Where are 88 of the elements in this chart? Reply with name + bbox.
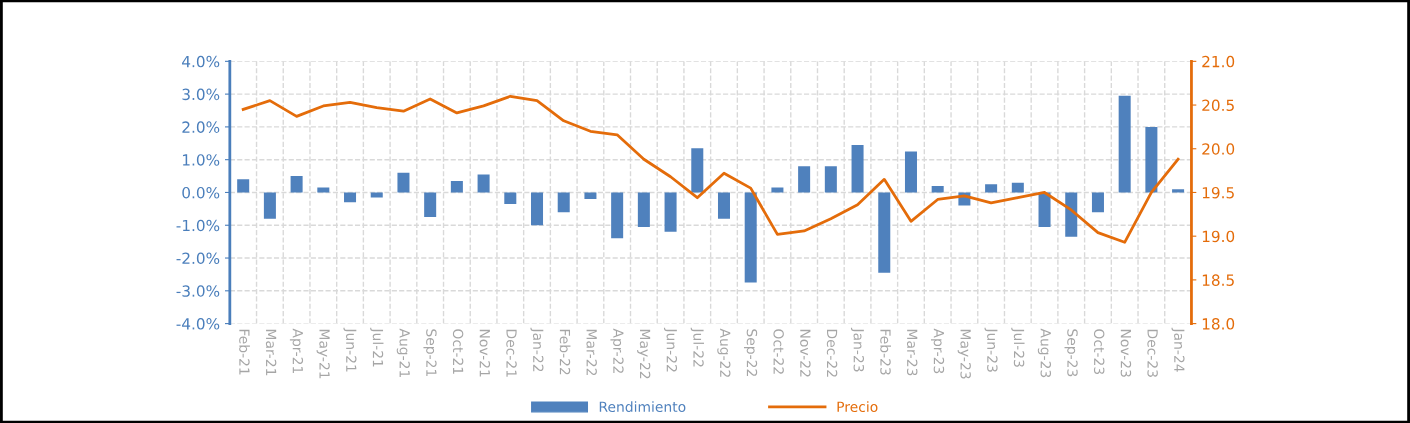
bar xyxy=(878,192,891,273)
bar xyxy=(263,192,276,219)
x-tick-label: Mar-21 xyxy=(265,329,277,376)
x-tick-label: Jun-23 xyxy=(984,327,998,372)
x-tick-label: Nov-21 xyxy=(479,329,491,377)
x-tick-label: Oct-22 xyxy=(773,329,784,374)
y2-tick-label: 20.0 xyxy=(1202,143,1235,155)
x-tick-label: Feb-23 xyxy=(880,329,891,375)
x-tick-label: Jul-23 xyxy=(1011,327,1025,367)
x-tick-label: Feb-21 xyxy=(239,329,250,375)
bar xyxy=(504,192,517,204)
y-tick-label: 4.0% xyxy=(182,55,220,68)
x-tick-label: Jul-22 xyxy=(690,327,705,367)
bar xyxy=(450,180,463,193)
bar xyxy=(985,184,998,193)
bar xyxy=(290,176,303,193)
bar xyxy=(557,192,570,213)
bar xyxy=(531,192,544,226)
y2-tick-label: 21.0 xyxy=(1202,55,1235,68)
x-tick-label: Dec-21 xyxy=(506,329,517,377)
x-tick-label: Mar-23 xyxy=(906,329,918,376)
bar xyxy=(904,151,917,193)
bar xyxy=(851,144,864,193)
y-tick-label: 0.0% xyxy=(182,186,220,199)
y-tick-label: -3.0% xyxy=(176,285,220,297)
y-tick-label: 3.0% xyxy=(182,88,220,101)
y2-tick-label: 18.0 xyxy=(1202,318,1235,330)
bar xyxy=(344,192,357,203)
bar xyxy=(931,185,944,193)
x-tick-label: Oct-23 xyxy=(1093,329,1105,375)
bar xyxy=(798,166,811,193)
x-tick-label: Nov-22 xyxy=(800,329,811,377)
bar xyxy=(611,192,624,239)
y2-tick-label: 18.5 xyxy=(1202,274,1234,286)
y2-tick-label: 20.5 xyxy=(1202,99,1234,112)
bar xyxy=(1118,95,1131,193)
bar xyxy=(1172,189,1185,193)
x-tick-label: Dec-23 xyxy=(1147,329,1158,377)
bar xyxy=(824,166,837,193)
x-tick-label: Jan-24 xyxy=(1171,327,1185,372)
legend-label: Precio xyxy=(837,401,878,413)
x-tick-label: Nov-23 xyxy=(1120,329,1132,377)
x-tick-label: Dec-22 xyxy=(826,329,838,377)
bar xyxy=(424,192,437,218)
y-tick-label: -2.0% xyxy=(176,252,220,265)
bar xyxy=(1011,182,1024,193)
x-tick-label: Jan-22 xyxy=(530,327,544,372)
x-tick-label: Apr-22 xyxy=(610,328,624,373)
bar xyxy=(717,192,731,219)
x-tick-label: Sep-21 xyxy=(423,329,437,377)
legend-label: Rendimiento xyxy=(599,401,686,413)
x-tick-label: Apr-21 xyxy=(289,328,304,373)
x-tick-label: Aug-21 xyxy=(396,328,410,377)
y-tick-label: -1.0% xyxy=(176,219,220,232)
bar xyxy=(477,174,490,193)
bar xyxy=(744,192,757,283)
bar xyxy=(637,192,650,227)
bar xyxy=(397,172,410,193)
x-tick-label: Sep-22 xyxy=(743,329,758,376)
x-tick-label: Aug-23 xyxy=(1037,328,1052,378)
bar xyxy=(691,148,704,193)
line-series xyxy=(241,94,1180,244)
y-tick-label: -4.0% xyxy=(176,318,220,330)
y-tick-label: 1.0% xyxy=(182,154,220,166)
x-tick-label: Jan-23 xyxy=(850,327,865,372)
x-tick-label: Jun-21 xyxy=(343,327,357,372)
bar xyxy=(664,192,677,232)
y-tick-label: 2.0% xyxy=(182,121,220,133)
bar xyxy=(370,192,383,198)
bar xyxy=(237,179,250,193)
x-tick-label: May-21 xyxy=(316,329,330,379)
y2-tick-label: 19.0 xyxy=(1202,230,1235,243)
bar xyxy=(1091,192,1104,213)
x-tick-label: Feb-22 xyxy=(559,329,571,375)
x-tick-label: Apr-23 xyxy=(930,328,945,374)
bar xyxy=(1038,192,1051,227)
x-tick-label: Jun-22 xyxy=(663,327,678,372)
x-tick-label: Jul-21 xyxy=(370,327,384,367)
x-tick-label: Mar-22 xyxy=(586,329,597,376)
x-tick-label: Aug-22 xyxy=(717,328,731,377)
y2-tick-label: 19.5 xyxy=(1202,186,1234,199)
bar xyxy=(584,192,597,200)
x-tick-label: May-23 xyxy=(957,329,971,379)
x-tick-label: May-22 xyxy=(637,329,651,379)
x-tick-label: Sep-23 xyxy=(1064,329,1078,377)
bar xyxy=(1065,192,1078,237)
bar xyxy=(1145,126,1158,193)
x-tick-label: Oct-21 xyxy=(452,329,464,374)
